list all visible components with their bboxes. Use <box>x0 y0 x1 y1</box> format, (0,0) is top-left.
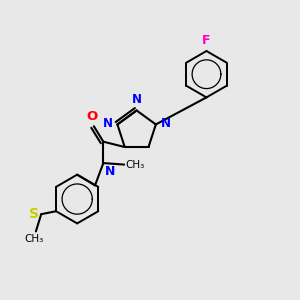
Text: CH₃: CH₃ <box>25 234 44 244</box>
Text: S: S <box>29 207 39 220</box>
Text: F: F <box>202 34 211 47</box>
Text: CH₃: CH₃ <box>126 160 145 170</box>
Text: N: N <box>105 166 115 178</box>
Text: N: N <box>160 117 171 130</box>
Text: N: N <box>132 93 142 106</box>
Text: O: O <box>87 110 98 123</box>
Text: N: N <box>103 117 112 130</box>
